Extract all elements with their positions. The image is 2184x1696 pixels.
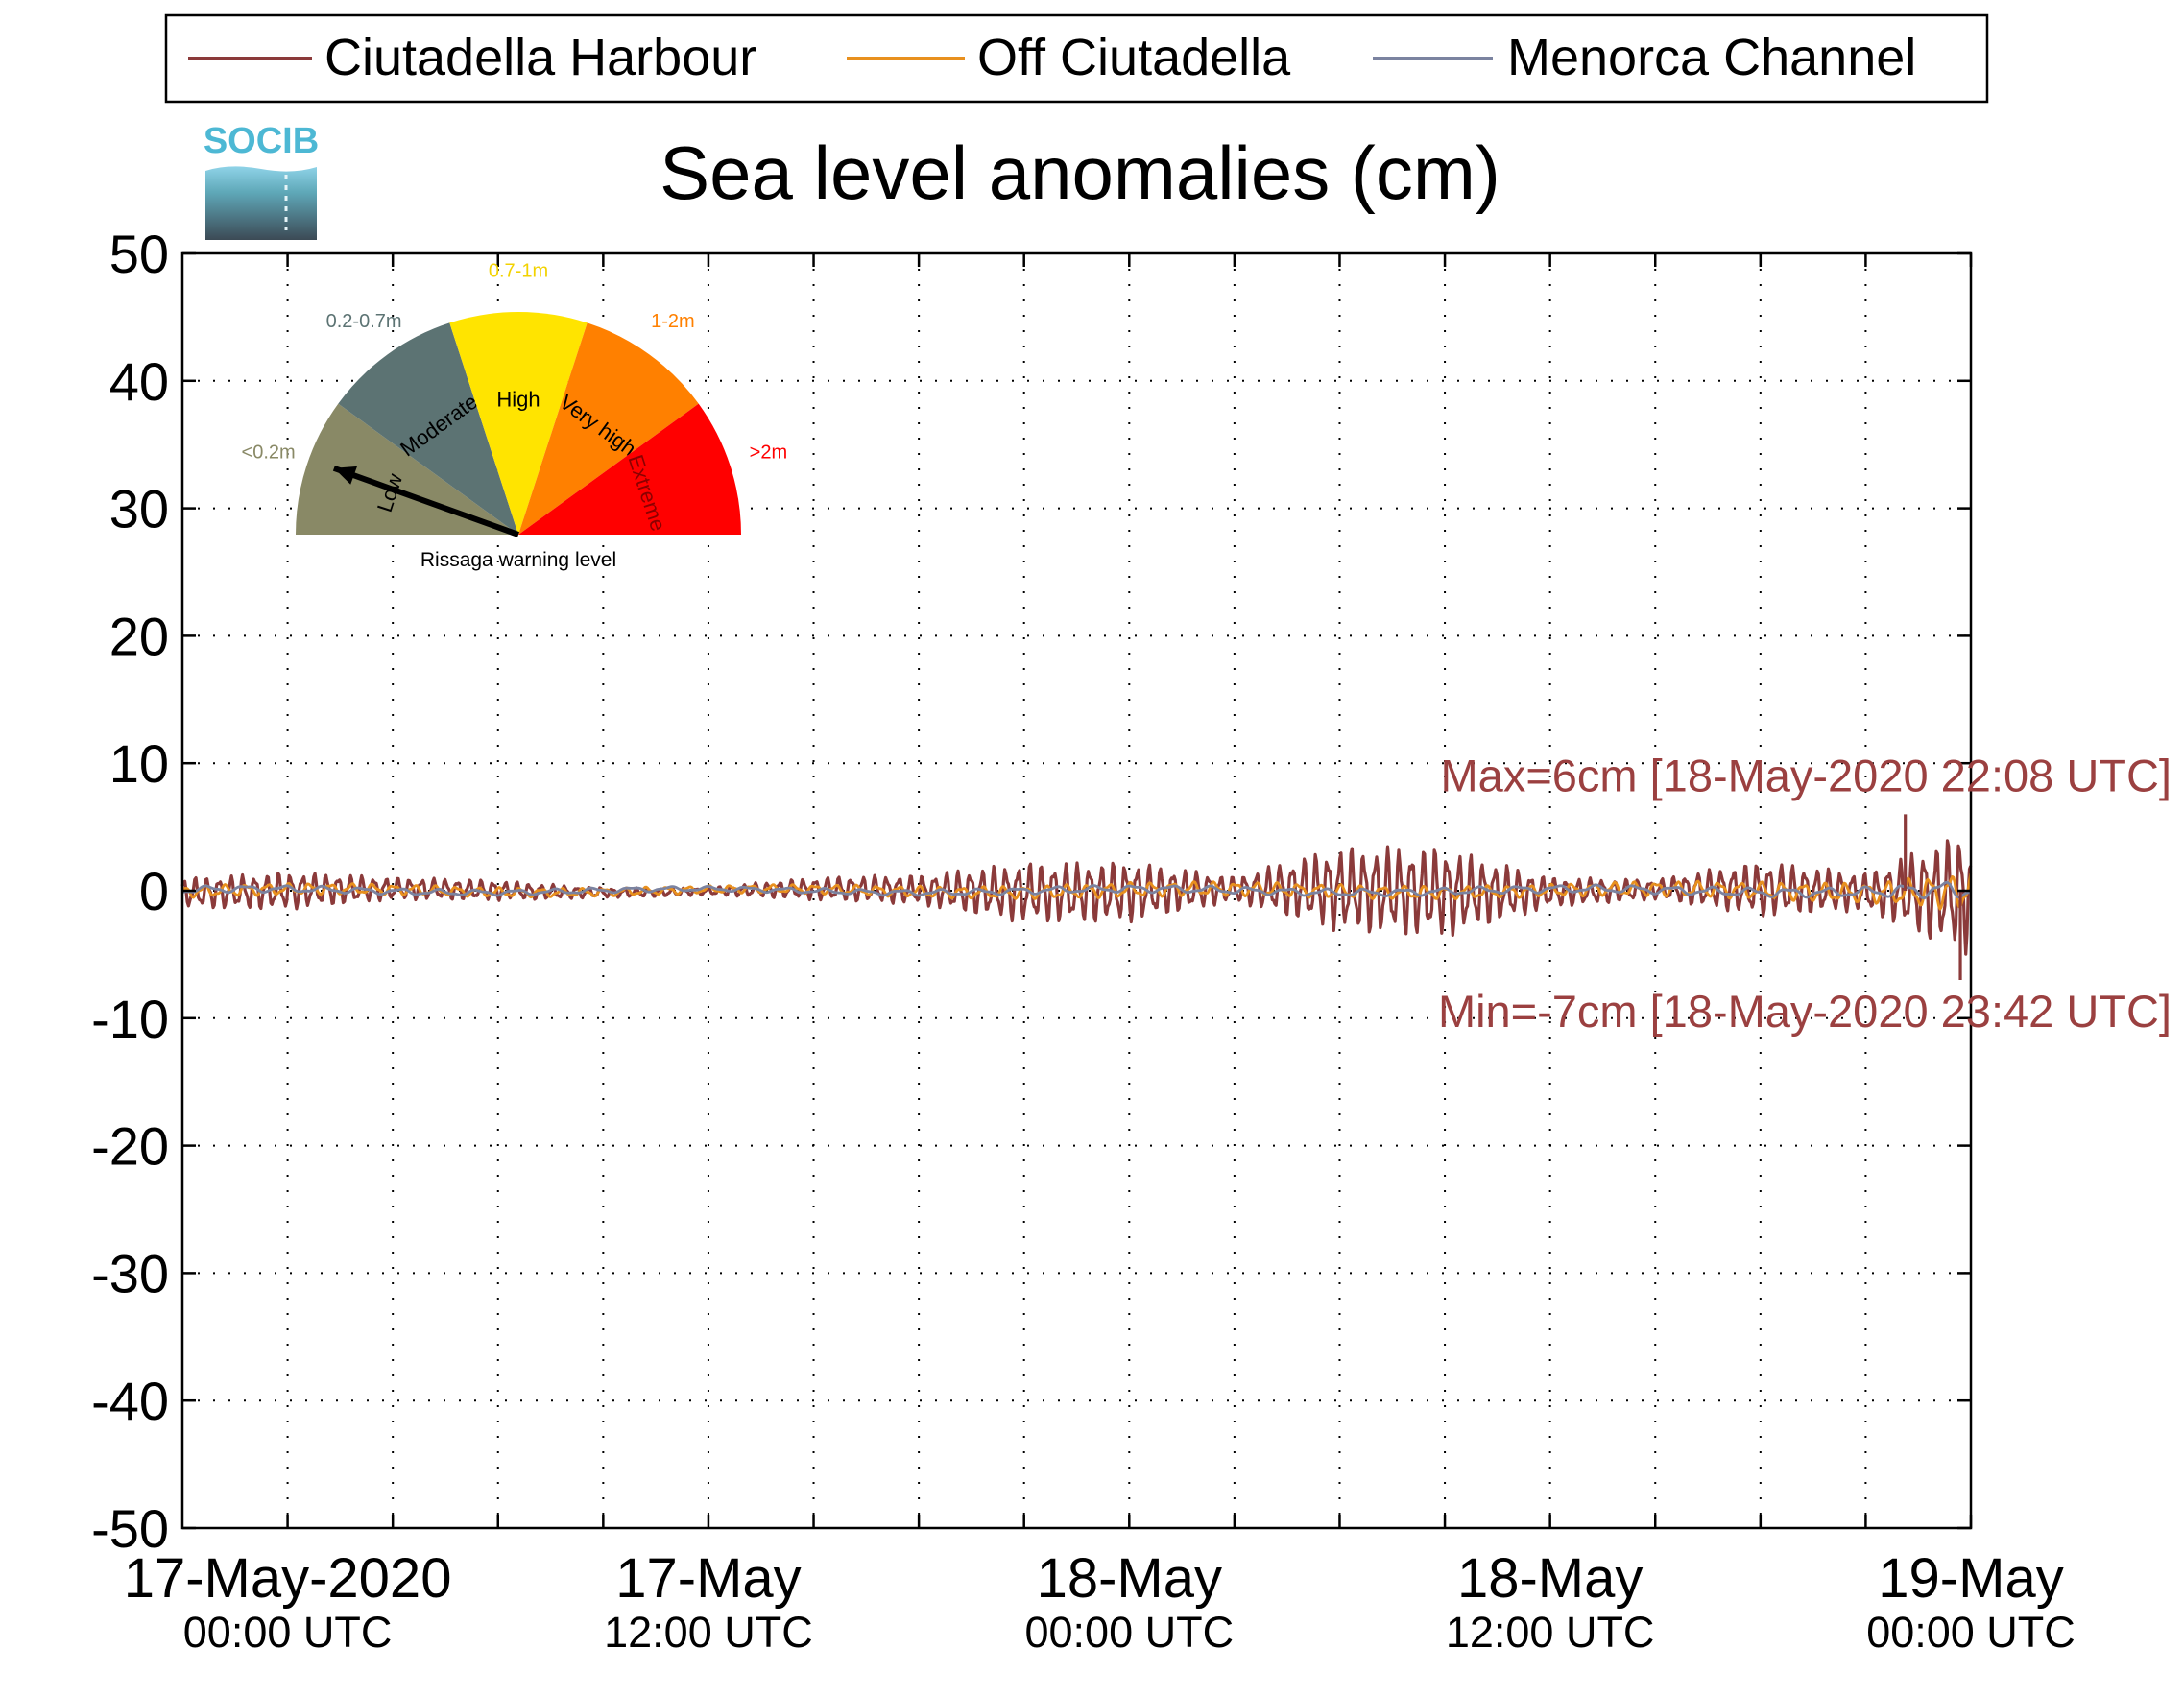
x-tick-label-time: 00:00 UTC [1866,1608,2076,1657]
x-tick-label-date: 18-May [1457,1547,1643,1610]
axes: 50403020100-10-20-30-40-5017-May-202000:… [91,224,2076,1657]
gauge-caption: Rissaga warning level [420,549,616,571]
x-tick-label-date: 17-May-2020 [124,1547,452,1610]
y-tick-label: -50 [91,1498,169,1559]
gauge-range-high: 0.7-1m [489,260,548,281]
legend-label-menorca-channel: Menorca Channel [1507,29,1916,86]
x-tick-label-time: 00:00 UTC [183,1608,393,1657]
gauge-range-moderate: 0.2-0.7m [326,311,402,332]
gauge-range-low: <0.2m [242,442,296,464]
socib-logo: SOCIB [204,121,319,240]
y-tick-label: -20 [91,1116,169,1177]
max-annotation: Max=6cm [18-May-2020 22:08 UTC] [1441,750,2172,800]
y-tick-label: 40 [109,351,169,412]
y-tick-label: 0 [139,861,169,921]
x-tick-label-time: 12:00 UTC [1446,1608,1655,1657]
gauge-segment-low [296,403,518,535]
gauge-segment-extreme [518,403,741,535]
y-tick-label: 20 [109,606,169,666]
rissaga-gauge: Rissaga warning level Low<0.2m Moderate0.… [242,260,788,571]
gauge-segment-moderate [338,322,518,535]
legend-box [164,13,1989,104]
y-tick-label: 50 [109,224,169,284]
legend-label-off-ciutadella: Off Ciutadella [977,29,1291,86]
x-tick-label-date: 18-May [1037,1547,1222,1610]
socib-logo-wave [205,166,317,240]
gauge-needle-head [333,466,357,485]
gauge-segment-high [449,312,588,535]
min-annotation: Min=-7cm [18-May-2020 23:42 UTC] [1438,986,2172,1037]
chart-title: Sea level anomalies (cm) [660,131,1500,215]
gauge-label-high: High [496,388,540,412]
y-tick-label: -10 [91,989,169,1049]
socib-logo-text: SOCIB [204,121,319,161]
grid [182,253,1972,1528]
gauge-range-extreme: >2m [750,442,787,464]
y-tick-label: 30 [109,479,169,539]
series-line-ciutadella-harbour [180,839,1973,956]
series-line-menorca-channel [181,880,1972,900]
gauge-segment-very-high [518,322,699,535]
y-tick-label: 10 [109,733,169,794]
x-tick-label-date: 17-May [615,1547,801,1610]
gauge-range-very-high: 1-2m [651,311,695,332]
legend: Ciutadella Harbour Off Ciutadella Menorc… [164,13,1989,104]
y-tick-label: -30 [91,1243,169,1303]
x-tick-label-date: 19-May [1878,1547,2063,1610]
gauge-needle [332,465,520,537]
legend-label-ciutadella-harbour: Ciutadella Harbour [324,29,756,86]
y-tick-label: -40 [91,1371,169,1431]
x-tick-label-time: 00:00 UTC [1024,1608,1234,1657]
x-tick-label-time: 12:00 UTC [604,1608,813,1657]
plot-series [180,814,1973,980]
